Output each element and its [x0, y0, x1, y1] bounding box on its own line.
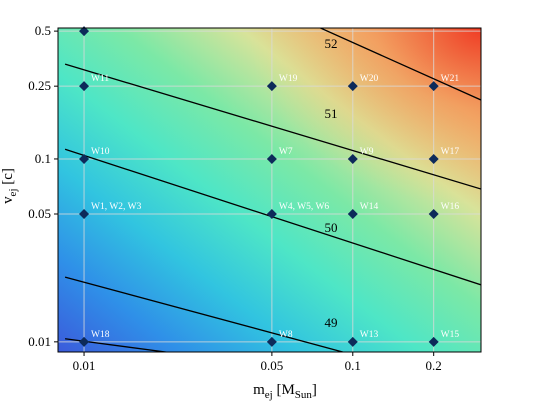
point-marker — [79, 81, 90, 92]
point-marker — [347, 336, 358, 347]
contour-label-50: 50 — [325, 220, 338, 235]
point-label: W10 — [91, 147, 110, 157]
data-points: W12 W11 W19 W20 W21 W10 W7 W9 W17 W1, W2, W3 W4, W… — [79, 19, 459, 347]
x-tick-label: 0.2 — [426, 358, 442, 373]
point-marker — [428, 209, 439, 220]
y-tick-label: 0.05 — [28, 206, 51, 221]
plot-frame — [57, 27, 482, 353]
point-marker — [266, 153, 277, 164]
y-axis-ticks: 0.01 0.05 0.1 0.25 0.5 — [28, 23, 58, 349]
contour-51 — [64, 63, 481, 190]
point-label: W19 — [279, 74, 298, 84]
point-label: W12 — [91, 19, 110, 29]
point-label: W1, W2, W3 — [91, 202, 142, 212]
point-label: W16 — [441, 202, 460, 212]
point-marker — [266, 209, 277, 220]
y-tick-label: 0.1 — [35, 151, 51, 166]
point-label: W15 — [441, 330, 460, 340]
point-label: W11 — [91, 74, 109, 84]
point-marker — [266, 336, 277, 347]
contour-label-49: 49 — [325, 315, 338, 330]
point-marker — [347, 81, 358, 92]
y-tick-label: 0.25 — [28, 78, 51, 93]
point-marker — [347, 153, 358, 164]
contour-label-51: 51 — [325, 106, 338, 121]
y-axis-label: vej [c] — [0, 168, 19, 204]
contour-50 — [64, 276, 346, 352]
point-marker — [79, 209, 90, 220]
point-marker — [428, 81, 439, 92]
point-label: W21 — [441, 74, 460, 84]
x-tick-label: 0.1 — [345, 358, 361, 373]
point-marker — [79, 336, 90, 347]
x-tick-label: 0.05 — [261, 358, 284, 373]
x-axis-label: mej [MSun] — [253, 382, 317, 401]
contour-labels: 52 51 50 49 — [325, 36, 338, 330]
point-label: W20 — [360, 74, 379, 84]
plot-background — [58, 28, 481, 352]
point-marker — [347, 209, 358, 220]
point-label: W8 — [279, 330, 293, 340]
x-tick-label: 0.01 — [73, 358, 96, 373]
x-axis-ticks: 0.01 0.05 0.1 0.2 — [73, 352, 442, 373]
contour-52 — [318, 28, 481, 101]
point-marker — [428, 153, 439, 164]
point-label: W18 — [91, 330, 110, 340]
point-label: W9 — [360, 147, 374, 157]
point-label: W7 — [279, 147, 293, 157]
point-label: W14 — [360, 202, 379, 212]
plot-border — [57, 27, 482, 353]
point-marker — [428, 336, 439, 347]
contour-49 — [64, 338, 171, 352]
point-label: W17 — [441, 147, 460, 157]
contour-label-52: 52 — [325, 36, 338, 51]
y-tick-label: 0.5 — [35, 23, 51, 38]
point-label: W4, W5, W6 — [279, 202, 330, 212]
point-label: W13 — [360, 330, 379, 340]
point-marker — [266, 81, 277, 92]
heatmap-hot-corner — [58, 28, 481, 352]
point-marker — [79, 26, 90, 37]
point-marker — [79, 153, 90, 164]
y-tick-label: 0.01 — [28, 334, 51, 349]
